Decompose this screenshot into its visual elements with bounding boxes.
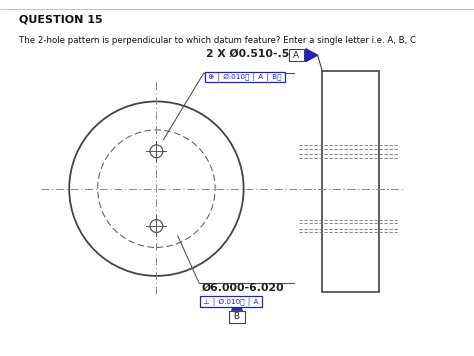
Polygon shape [306, 49, 318, 62]
Text: B: B [231, 312, 243, 321]
Text: ⊥ │ Ø.010Ⓜ │ A: ⊥ │ Ø.010Ⓜ │ A [201, 297, 261, 305]
Polygon shape [231, 301, 243, 310]
Text: QUESTION 15: QUESTION 15 [19, 14, 102, 24]
Text: The 2-hole pattern is perpendicular to which datum feature? Enter a single lette: The 2-hole pattern is perpendicular to w… [19, 36, 416, 44]
Text: Ø6.000-6.020: Ø6.000-6.020 [201, 283, 284, 293]
Text: ⊕ │ Ø.010Ⓜ │ A │ BⓂ: ⊕ │ Ø.010Ⓜ │ A │ BⓂ [206, 73, 284, 81]
Bar [322, 71, 379, 292]
Text: A: A [290, 51, 302, 60]
Text: 2 X Ø0.510-.530: 2 X Ø0.510-.530 [206, 49, 305, 59]
